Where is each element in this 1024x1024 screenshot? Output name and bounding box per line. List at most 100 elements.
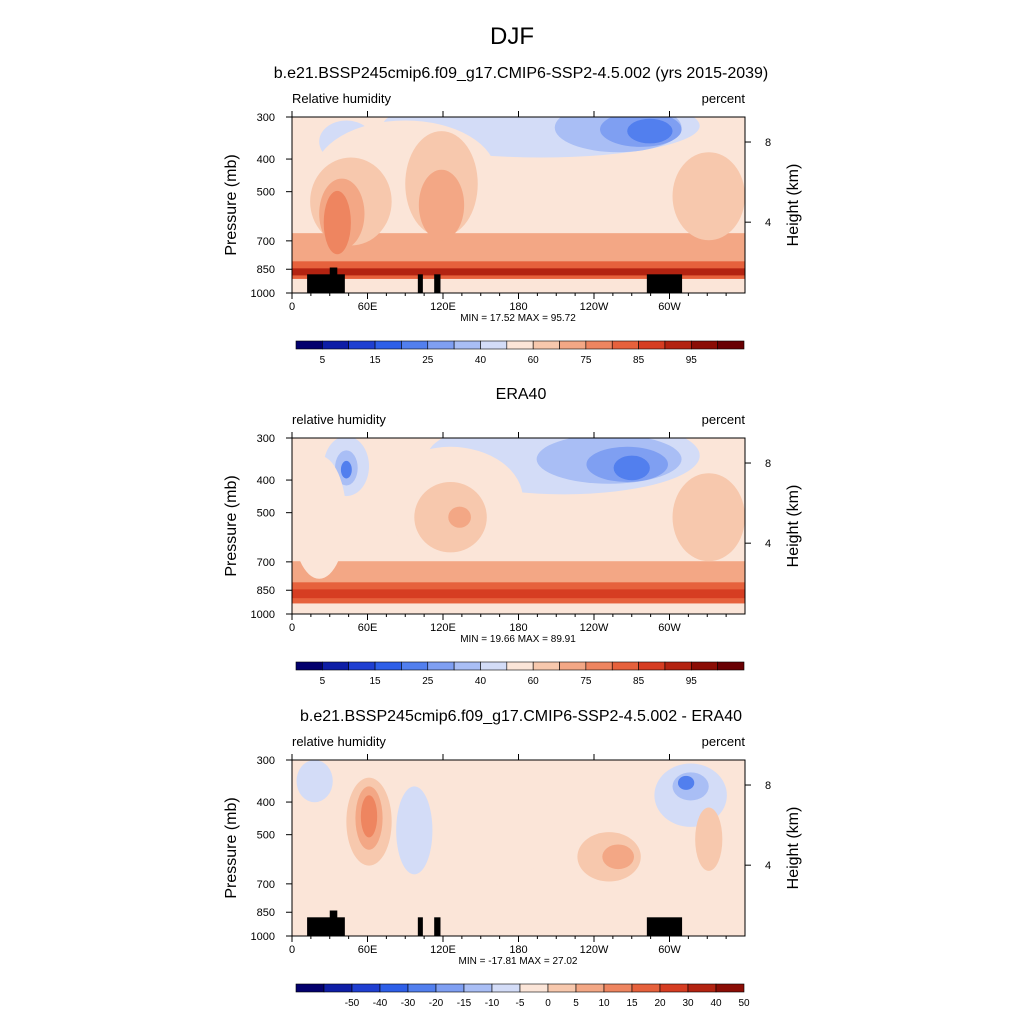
x-tick-label: 120W [580,622,609,634]
x-tick-label: 0 [289,301,295,313]
colorbar-swatch [532,661,560,671]
colorbar-swatch [480,661,508,671]
y-right-axis-label: Height (km) [785,807,802,890]
colorbar-swatch [717,661,745,671]
panel-left-label: relative humidity [292,412,386,427]
colorbar-label: 75 [580,676,592,687]
y-right-tick-label: 8 [765,458,771,470]
colorbar-swatch [506,661,534,671]
panel-title: b.e21.BSSP245cmip6.f09_g17.CMIP6-SSP2-4.… [274,65,769,82]
colorbar-label: 5 [320,355,326,366]
y-tick-label: 850 [257,907,275,919]
y-right-tick-label: 4 [765,217,771,229]
colorbar-swatch [638,661,666,671]
colorbar-label: 5 [573,998,579,1009]
colorbar-swatch [519,983,549,993]
colorbar-swatch [491,983,521,993]
colorbar-label: 60 [528,355,540,366]
y-right-axis-label: Height (km) [785,164,802,247]
colorbar-swatch [322,340,350,350]
colorbar-label: 15 [626,998,638,1009]
x-tick-label: 120W [580,944,609,956]
colorbar-swatch [659,983,689,993]
y-tick-label: 700 [257,879,275,891]
colorbar-swatch [453,340,481,350]
colorbar-label: 85 [633,676,645,687]
terrain-mask [646,917,683,936]
x-tick-label: 120E [430,944,456,956]
colorbar-swatch [611,661,639,671]
colorbar-label: -30 [401,998,416,1009]
colorbar-swatch [401,340,429,350]
colorbar-label: 75 [580,355,592,366]
colorbar-swatch [575,983,605,993]
colorbar-label: -15 [457,998,472,1009]
terrain-mask [307,274,345,293]
y-tick-label: 400 [257,154,275,166]
terrain-mask [434,917,441,936]
y-tick-label: 400 [257,797,275,809]
colorbar-swatch [715,983,745,993]
x-tick-label: 60E [358,301,378,313]
terrain-mask [646,274,683,293]
y-axis-label: Pressure (mb) [223,475,240,576]
colorbar-swatch [295,983,325,993]
field-blob [340,460,352,479]
y-tick-label: 700 [257,236,275,248]
colorbar-swatch [374,340,402,350]
field-blob [448,506,471,528]
colorbar-label: 40 [475,676,487,687]
x-tick-label: 60W [658,944,681,956]
field-blob [323,190,351,255]
colorbar-swatch [401,661,429,671]
y-tick-label: 500 [257,508,275,520]
x-tick-label: 180 [509,622,527,634]
colorbar-label: -20 [429,998,444,1009]
x-tick-label: 60W [658,301,681,313]
y-tick-label: 300 [257,755,275,767]
colorbar-swatch [664,340,692,350]
terrain-mask [417,917,423,936]
terrain-mask [434,274,441,293]
x-tick-label: 60E [358,944,378,956]
x-tick-label: 180 [509,301,527,313]
field-band [292,589,745,599]
colorbar-swatch [348,340,376,350]
y-axis-label: Pressure (mb) [223,797,240,898]
y-tick-label: 300 [257,433,275,445]
y-tick-label: 500 [257,830,275,842]
colorbar-swatch [717,340,745,350]
colorbar-swatch [351,983,381,993]
y-right-tick-label: 8 [765,137,771,149]
stats-label: MIN = 19.66 MAX = 89.91 [460,634,576,645]
y-tick-label: 400 [257,475,275,487]
colorbar-label: -50 [345,998,360,1009]
colorbar-swatch [295,661,323,671]
x-tick-label: 0 [289,944,295,956]
y-right-axis-label: Height (km) [785,485,802,568]
y-tick-label: 500 [257,187,275,199]
field-blob [695,807,723,871]
colorbar-swatch [547,983,577,993]
colorbar-swatch [427,661,455,671]
colorbar-label: -40 [373,998,388,1009]
colorbar-swatch [506,340,534,350]
field-blob [602,844,635,870]
x-tick-label: 180 [509,944,527,956]
x-tick-label: 60E [358,622,378,634]
colorbar-label: 15 [369,355,381,366]
colorbar-swatch [379,983,409,993]
colorbar-swatch [427,340,455,350]
colorbar-swatch [348,661,376,671]
colorbar-swatch [603,983,633,993]
field-blob [396,786,433,875]
colorbar-label: 40 [710,998,722,1009]
field-blob [391,774,555,887]
x-tick-label: 120E [430,622,456,634]
y-tick-label: 1000 [251,931,275,943]
colorbar-label: 25 [422,676,434,687]
panel-right-label: percent [702,734,746,749]
field-contours [292,117,745,279]
panel-left-label: relative humidity [292,734,386,749]
